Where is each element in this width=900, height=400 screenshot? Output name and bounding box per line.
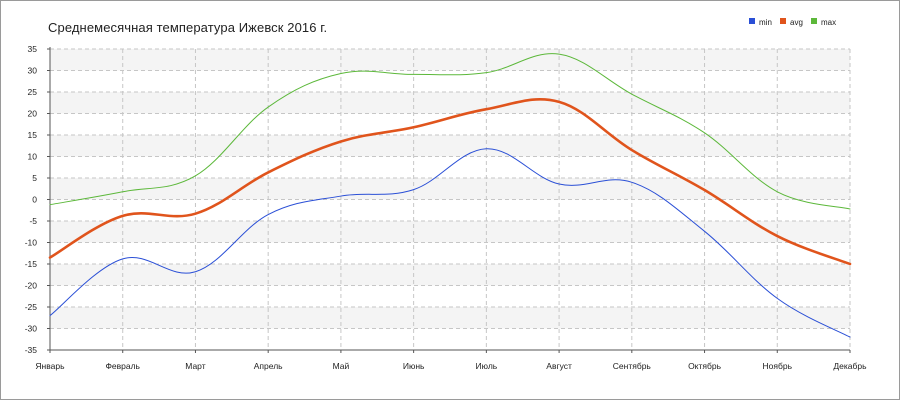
legend-swatch-avg (780, 18, 786, 24)
y-tick-label: -5 (29, 216, 37, 226)
plot-band (50, 307, 850, 329)
chart-title: Среднемесячная температура Ижевск 2016 г… (48, 20, 328, 35)
y-tick-label: 35 (28, 44, 38, 54)
y-tick-labels: 35 30 25 20 15 10 5 0 -5 -10 -15 -20 -25 -30 -35 (25, 44, 50, 355)
x-tick-label: Декабрь (833, 361, 867, 371)
y-tick-label: -30 (25, 324, 38, 334)
plot-band (50, 92, 850, 114)
legend-label-max: max (821, 18, 836, 27)
x-tick-label: Февраль (105, 361, 140, 371)
legend-label-min: min (759, 18, 772, 27)
legend-swatch-min (749, 18, 755, 24)
plot-band (50, 49, 850, 71)
y-tick-label: 15 (28, 130, 38, 140)
series-line-max (49, 53, 851, 210)
y-tick-label: -25 (25, 302, 38, 312)
plot-band (50, 178, 850, 200)
y-tick-label: 30 (28, 66, 38, 76)
y-tick-label: -35 (25, 345, 38, 355)
x-tick-labels: Январь Февраль Март Апрель Май Июнь Июль Август… (35, 350, 867, 371)
series-line-avg (48, 98, 852, 266)
x-tick-label: Май (333, 361, 350, 371)
legend-label-avg: avg (790, 18, 803, 27)
x-tick-label: Август (546, 361, 572, 371)
x-tick-label: Январь (35, 361, 65, 371)
y-tick-label: 5 (32, 173, 37, 183)
legend-swatch-max (811, 18, 817, 24)
plot-bands (50, 49, 850, 329)
x-tick-label: Июнь (403, 361, 425, 371)
x-tick-label: Апрель (254, 361, 283, 371)
x-tick-label: Октябрь (688, 361, 722, 371)
plot-band (50, 264, 850, 286)
x-tick-label: Ноябрь (763, 361, 793, 371)
y-tick-label: 25 (28, 87, 38, 97)
plot-band (50, 135, 850, 157)
y-tick-label: 10 (28, 152, 38, 162)
series-lines (48, 53, 852, 338)
x-tick-label: Март (185, 361, 205, 371)
legend: min avg max (749, 18, 836, 27)
x-tick-label: Июль (476, 361, 498, 371)
series-line-min (49, 148, 851, 338)
axes (49, 47, 850, 351)
plot-band (50, 221, 850, 243)
x-tick-label: Сентябрь (613, 361, 652, 371)
y-tick-label: 0 (32, 195, 37, 205)
y-tick-label: -15 (25, 259, 38, 269)
y-tick-label: 20 (28, 109, 38, 119)
y-tick-label: -20 (25, 281, 38, 291)
y-tick-label: -10 (25, 238, 38, 248)
